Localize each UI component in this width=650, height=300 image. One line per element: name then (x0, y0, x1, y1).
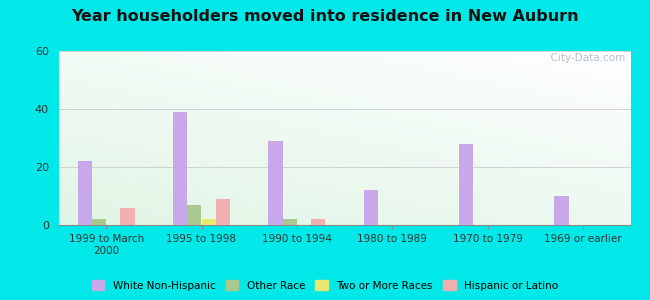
Text: Year householders moved into residence in New Auburn: Year householders moved into residence i… (72, 9, 578, 24)
Text: City-Data.com: City-Data.com (543, 53, 625, 63)
Bar (92, 219, 106, 225)
Bar (311, 219, 326, 225)
Legend: White Non-Hispanic, Other Race, Two or More Races, Hispanic or Latino: White Non-Hispanic, Other Race, Two or M… (88, 276, 562, 295)
Bar (268, 141, 283, 225)
Bar (187, 205, 202, 225)
Bar (202, 219, 216, 225)
Bar (554, 196, 569, 225)
Bar (77, 161, 92, 225)
Bar (283, 219, 297, 225)
Bar (363, 190, 378, 225)
Bar (216, 199, 230, 225)
Bar (120, 208, 135, 225)
Bar (173, 112, 187, 225)
Bar (459, 144, 473, 225)
